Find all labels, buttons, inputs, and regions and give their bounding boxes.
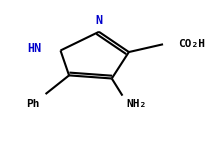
Text: Ph: Ph [26,99,39,109]
Text: HN: HN [27,42,41,55]
Text: N: N [95,14,103,27]
Text: NH₂: NH₂ [127,99,147,109]
Text: CO₂H: CO₂H [178,39,205,49]
